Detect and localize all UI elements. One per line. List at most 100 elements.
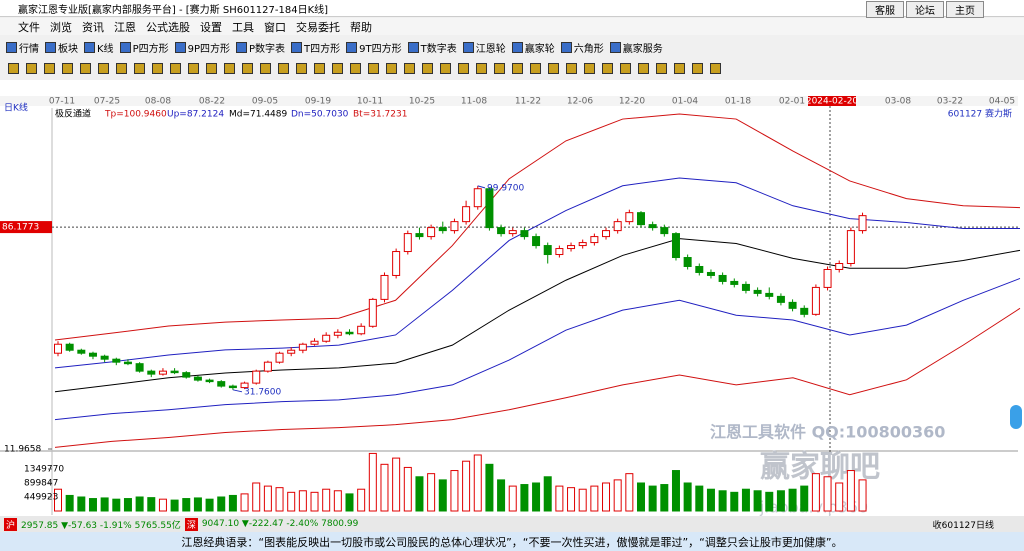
tool-icon[interactable]: [278, 62, 289, 74]
tool-icon[interactable]: [260, 62, 271, 74]
date-label: 11-08: [461, 97, 487, 107]
tool-button[interactable]: 江恩轮: [462, 40, 506, 55]
tool-icon[interactable]: [44, 62, 55, 74]
candle-body: [811, 286, 820, 315]
tool-icon[interactable]: [494, 62, 505, 74]
tool-icon[interactable]: [620, 62, 631, 74]
tool-icon[interactable]: [710, 62, 721, 74]
volume-bar: [625, 473, 634, 512]
tool-icon[interactable]: [206, 62, 217, 74]
tool-button[interactable]: 行情: [6, 40, 39, 55]
menu-item[interactable]: 工具: [232, 20, 254, 34]
menu-item[interactable]: 公式选股: [146, 20, 190, 34]
volume-bar: [730, 491, 739, 512]
tool-button[interactable]: 9P四方形: [174, 40, 230, 55]
candle-body: [578, 242, 587, 247]
tool-icon[interactable]: [404, 62, 415, 74]
tool-icon[interactable]: [692, 62, 703, 74]
candle-body: [706, 271, 715, 276]
volume-bar: [462, 460, 471, 512]
tool-button[interactable]: T数字表: [407, 40, 457, 55]
annotation-leader: [232, 389, 243, 393]
volume-bar: [88, 498, 97, 512]
tool-icon[interactable]: [224, 62, 235, 74]
title-buttons: 客服 论坛 主页: [866, 1, 984, 18]
tool-icon: [511, 41, 523, 53]
tool-icon[interactable]: [116, 62, 127, 74]
tool-icon[interactable]: [26, 62, 37, 74]
annotation-label: 31.7600: [244, 387, 281, 397]
tool-button[interactable]: 9T四方形: [346, 40, 402, 55]
tool-icon[interactable]: [530, 62, 541, 74]
volume-bar: [415, 476, 424, 512]
volume-bar: [205, 498, 214, 512]
tool-icon[interactable]: [62, 62, 73, 74]
volume-bar: [753, 490, 762, 512]
tool-icon[interactable]: [674, 62, 685, 74]
tool-button[interactable]: P数字表: [236, 40, 285, 55]
candle-body: [217, 381, 226, 387]
volume-bar: [846, 470, 855, 512]
watermark: 江恩工具软件 QQ:100800360: [710, 423, 945, 442]
tool-text: T四方形: [304, 43, 341, 55]
volume-bar: [123, 498, 132, 512]
tool-icon[interactable]: [8, 62, 19, 74]
tool-button[interactable]: 赢家轮: [511, 40, 555, 55]
title-button[interactable]: 客服: [866, 1, 904, 18]
indicator-name: 极反通道: [55, 108, 91, 120]
candle-body: [77, 349, 86, 354]
menu-item[interactable]: 窗口: [264, 20, 286, 34]
menu-item[interactable]: 浏览: [50, 20, 72, 34]
volume-bar: [438, 479, 447, 512]
tool-icon[interactable]: [656, 62, 667, 74]
menu-item[interactable]: 文件: [18, 20, 40, 34]
tool-icon[interactable]: [422, 62, 433, 74]
volume-bar: [741, 488, 750, 512]
tool-icon[interactable]: [386, 62, 397, 74]
menu-item[interactable]: 帮助: [350, 20, 372, 34]
menu-item[interactable]: 设置: [200, 20, 222, 34]
tool-button[interactable]: 板块: [45, 40, 78, 55]
tool-button[interactable]: K线: [84, 40, 114, 55]
volume-bar: [65, 494, 74, 512]
tool-icon: [560, 41, 572, 53]
tool-icon[interactable]: [638, 62, 649, 74]
tool-icon[interactable]: [476, 62, 487, 74]
tool-icon[interactable]: [134, 62, 145, 74]
title-button[interactable]: 主页: [946, 1, 984, 18]
volume-bar: [508, 485, 517, 512]
tool-icon[interactable]: [242, 62, 253, 74]
tool-icon[interactable]: [350, 62, 361, 74]
tool-icon[interactable]: [332, 62, 343, 74]
tool-icon[interactable]: [296, 62, 307, 74]
menu-item[interactable]: 资讯: [82, 20, 104, 34]
tool-icon[interactable]: [98, 62, 109, 74]
tool-icon[interactable]: [188, 62, 199, 74]
title-button[interactable]: 论坛: [906, 1, 944, 18]
candle-body: [193, 376, 202, 381]
tool-icon[interactable]: [548, 62, 559, 74]
volume-bar: [147, 497, 156, 512]
date-label: 04-05: [989, 97, 1015, 107]
tool-icon[interactable]: [368, 62, 379, 74]
tool-icon[interactable]: [584, 62, 595, 74]
date-label: 11-22: [515, 97, 541, 107]
tool-button[interactable]: T四方形: [291, 40, 340, 55]
tool-icon[interactable]: [602, 62, 613, 74]
menu-item[interactable]: 江恩: [114, 20, 136, 34]
tool-icon[interactable]: [440, 62, 451, 74]
tool-button[interactable]: 六角形: [560, 40, 604, 55]
tool-icon[interactable]: [314, 62, 325, 74]
tool-text: 赢家服务: [622, 43, 663, 55]
menu-item[interactable]: 交易委托: [296, 20, 340, 34]
tool-button[interactable]: P四方形: [119, 40, 169, 55]
tool-icon[interactable]: [458, 62, 469, 74]
tool-icon[interactable]: [566, 62, 577, 74]
tool-icon[interactable]: [170, 62, 181, 74]
channel-line: [54, 113, 1021, 341]
tool-icon[interactable]: [80, 62, 91, 74]
tool-icon[interactable]: [152, 62, 163, 74]
indicator-param: Md=71.4489: [229, 110, 288, 120]
tool-button[interactable]: 赢家服务: [609, 40, 663, 55]
tool-icon[interactable]: [512, 62, 523, 74]
